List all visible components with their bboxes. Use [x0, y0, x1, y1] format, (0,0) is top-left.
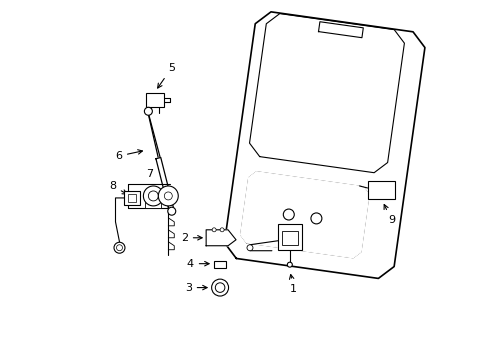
Circle shape — [144, 107, 152, 115]
Text: 8: 8 — [109, 181, 127, 194]
Circle shape — [310, 213, 321, 224]
Bar — [277, 224, 301, 250]
Bar — [281, 231, 297, 245]
Circle shape — [211, 279, 228, 296]
Text: 2: 2 — [180, 233, 202, 243]
Text: 7: 7 — [145, 169, 153, 179]
Text: 3: 3 — [184, 283, 207, 293]
Circle shape — [164, 192, 172, 200]
Polygon shape — [240, 172, 368, 258]
Circle shape — [143, 186, 163, 206]
Polygon shape — [156, 157, 174, 212]
Circle shape — [114, 242, 125, 253]
Text: 5: 5 — [157, 63, 174, 88]
Circle shape — [283, 209, 294, 220]
Circle shape — [167, 207, 175, 215]
Circle shape — [215, 283, 224, 292]
Circle shape — [220, 228, 224, 232]
Text: 4: 4 — [186, 259, 209, 269]
Circle shape — [116, 245, 122, 251]
Circle shape — [246, 245, 252, 251]
Bar — [367, 181, 395, 199]
Polygon shape — [318, 22, 363, 38]
Text: 1: 1 — [289, 275, 297, 293]
Bar — [214, 261, 225, 268]
Text: 9: 9 — [383, 204, 394, 225]
Circle shape — [287, 262, 292, 267]
Bar — [145, 198, 161, 208]
Bar — [124, 191, 140, 205]
Bar — [128, 194, 136, 202]
Circle shape — [212, 228, 216, 232]
Circle shape — [158, 186, 178, 206]
Circle shape — [148, 191, 158, 201]
Polygon shape — [224, 12, 424, 278]
Polygon shape — [206, 230, 236, 246]
Bar — [146, 93, 164, 107]
Text: 6: 6 — [115, 150, 142, 161]
